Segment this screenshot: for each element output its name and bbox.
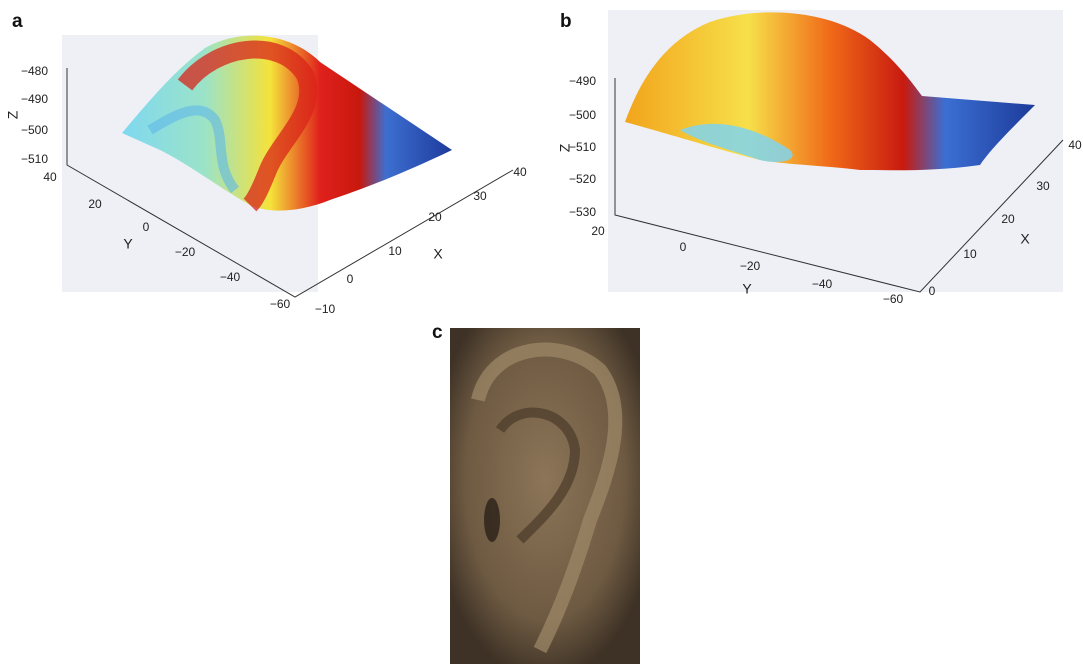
y-tick-label: −40 [812,277,833,291]
y-tick-label: 20 [88,197,102,211]
x-tick-label: 20 [1001,212,1015,226]
ear-canal [484,498,500,542]
figure: a Z −480 −490 −500 −510 Y 40 20 0 −20 −40 −60 X −10 0 10… [0,0,1083,664]
y-tick-label: −20 [175,245,196,259]
x-axis-label: X [1020,231,1030,247]
z-tick-label: −520 [569,172,596,186]
panel-label: b [560,11,572,32]
z-tick-label: −480 [21,64,48,78]
y-tick-label: −20 [740,259,761,273]
y-tick-label: 0 [680,240,687,254]
x-tick-label: 10 [388,244,402,258]
y-tick-label: 0 [143,220,150,234]
x-tick-label: 40 [513,165,527,179]
x-tick-label: 40 [1068,138,1082,152]
y-tick-label: −60 [270,297,291,311]
y-tick-label: 40 [43,170,57,184]
x-tick-label: 0 [929,284,936,298]
z-tick-label: −490 [569,74,596,88]
z-tick-label: −510 [21,152,48,166]
y-tick-label: 20 [591,224,605,238]
z-tick-label: −500 [569,108,596,122]
y-axis-label: Y [123,236,133,252]
x-tick-label: 10 [963,247,977,261]
x-tick-label: 0 [347,272,354,286]
x-tick-label: 30 [1036,179,1050,193]
panel-label: a [12,11,23,32]
y-tick-label: −40 [220,270,241,284]
z-tick-label: −530 [569,205,596,219]
y-tick-label: −60 [883,292,904,306]
z-tick-label: −510 [569,140,596,154]
y-axis-label: Y [742,281,752,297]
z-tick-label: −490 [21,92,48,106]
x-tick-label: 30 [473,189,487,203]
panel-label: c [432,322,443,343]
x-axis-label: X [433,246,443,262]
x-tick-label: 20 [428,210,442,224]
x-tick-label: −10 [315,302,336,316]
z-axis-label: Z [5,110,21,119]
z-tick-label: −500 [21,123,48,137]
